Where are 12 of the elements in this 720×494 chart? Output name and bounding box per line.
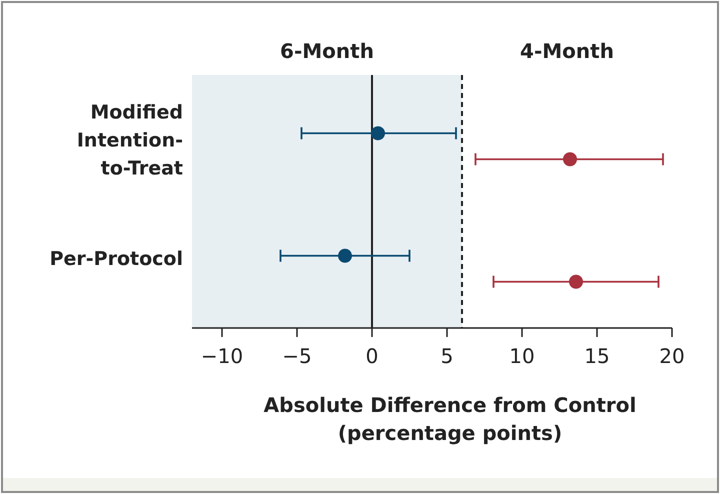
y-tick-label: Per-Protocol [50, 248, 183, 270]
x-tick-label: 10 [509, 344, 535, 368]
x-axis-title: Absolute Difference from Control (percentage points) [264, 393, 636, 445]
x-tick-label: 20 [659, 344, 685, 368]
x-tick-label: 0 [366, 344, 378, 368]
band-label: 6-Month [280, 39, 374, 63]
x-tick-label: 5 [440, 344, 454, 368]
x-tick-label: −10 [200, 344, 244, 368]
y-tick-label: Modified Intention-to-Treat [76, 101, 183, 180]
x-tick-label: −5 [282, 344, 312, 368]
text: 4-Month [520, 39, 614, 63]
x-tick-label: 15 [584, 344, 610, 368]
